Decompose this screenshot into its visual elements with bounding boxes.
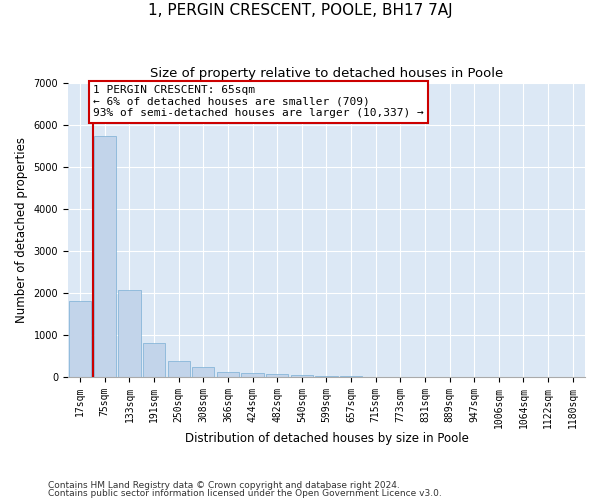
Title: Size of property relative to detached houses in Poole: Size of property relative to detached ho… [150, 68, 503, 80]
Bar [241, 373, 263, 377]
Bar [94, 136, 116, 377]
Bar [167, 362, 190, 377]
Bar [143, 344, 165, 377]
Bar [69, 302, 91, 377]
Bar [340, 376, 362, 377]
Bar [192, 367, 214, 377]
Bar [118, 290, 140, 377]
Bar [291, 376, 313, 377]
Bar [316, 376, 338, 377]
Text: 1 PERGIN CRESCENT: 65sqm
← 6% of detached houses are smaller (709)
93% of semi-d: 1 PERGIN CRESCENT: 65sqm ← 6% of detache… [93, 85, 424, 118]
Y-axis label: Number of detached properties: Number of detached properties [15, 137, 28, 323]
Text: Contains HM Land Registry data © Crown copyright and database right 2024.: Contains HM Land Registry data © Crown c… [48, 480, 400, 490]
Text: 1, PERGIN CRESCENT, POOLE, BH17 7AJ: 1, PERGIN CRESCENT, POOLE, BH17 7AJ [148, 2, 452, 18]
Bar [266, 374, 288, 377]
Text: Contains public sector information licensed under the Open Government Licence v3: Contains public sector information licen… [48, 489, 442, 498]
X-axis label: Distribution of detached houses by size in Poole: Distribution of detached houses by size … [185, 432, 469, 445]
Bar [217, 372, 239, 377]
